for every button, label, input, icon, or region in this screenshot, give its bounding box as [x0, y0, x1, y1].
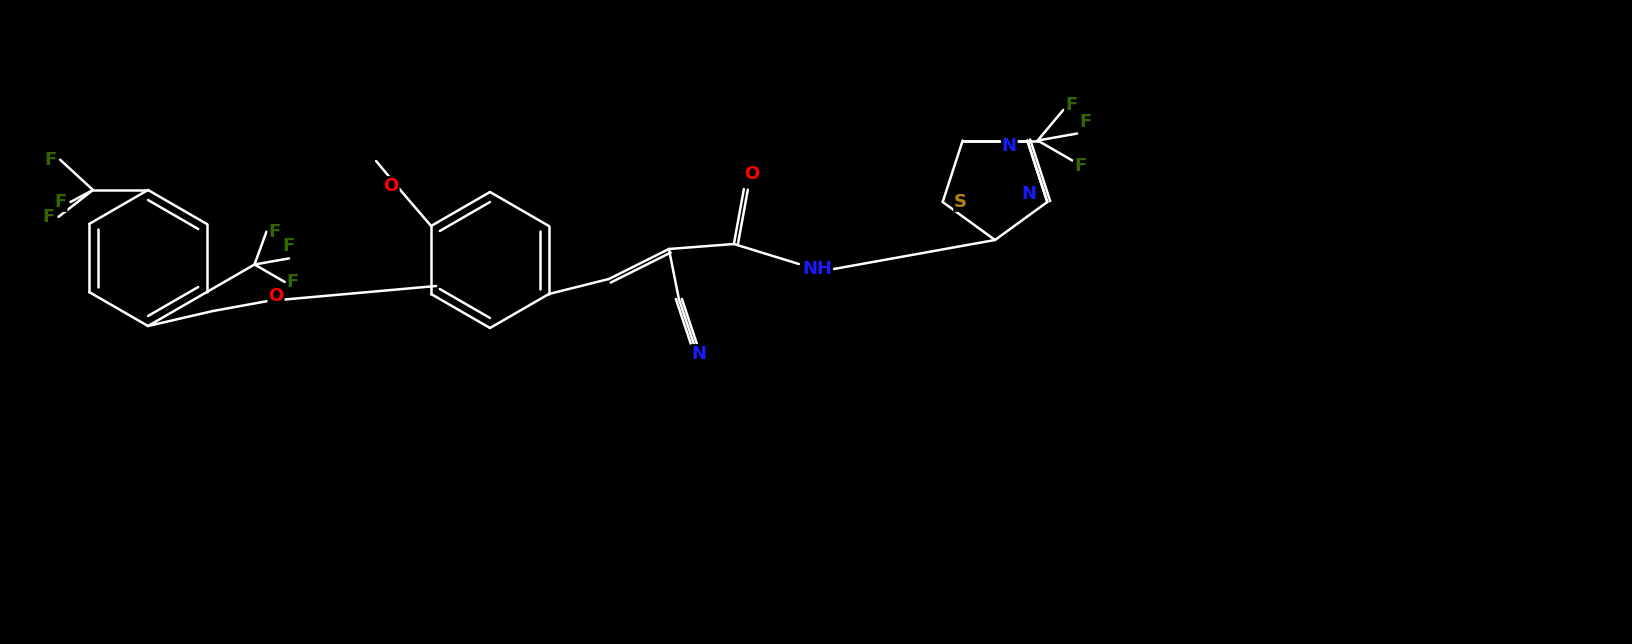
Text: F: F — [1074, 156, 1085, 175]
Text: S: S — [953, 193, 966, 211]
Text: O: O — [384, 177, 398, 195]
Text: N: N — [690, 345, 707, 363]
Text: F: F — [42, 208, 54, 226]
Text: O: O — [268, 287, 284, 305]
Text: F: F — [44, 151, 55, 169]
Text: F: F — [54, 193, 67, 211]
Text: F: F — [268, 223, 281, 241]
Text: F: F — [287, 273, 299, 291]
Text: O: O — [744, 165, 759, 183]
Text: F: F — [1064, 96, 1077, 114]
Text: F: F — [1079, 113, 1090, 131]
Text: N: N — [1000, 137, 1017, 155]
Text: F: F — [282, 238, 295, 256]
Text: NH: NH — [801, 260, 831, 278]
Text: N: N — [1022, 185, 1036, 203]
